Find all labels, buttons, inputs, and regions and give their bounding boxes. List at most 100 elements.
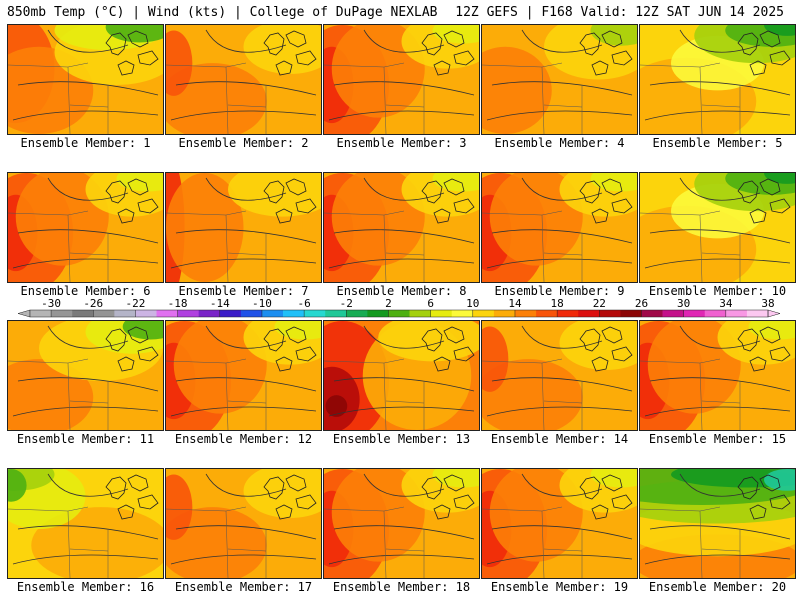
temperature-region — [482, 326, 509, 392]
temperature-region — [764, 173, 795, 184]
temperature-region — [764, 25, 795, 36]
temperature-colorbar: -30 -26 -22 -18 -14 -10 -6 -2 2 6 10 14 18 22 26 30 34 38… — [17, 297, 781, 318]
temperature-region — [228, 173, 321, 217]
height-contour — [644, 406, 791, 417]
ensemble-member-label: Ensemble Member: 12 — [174, 432, 313, 446]
height-contour — [491, 81, 633, 96]
colorbar-segment — [198, 310, 221, 317]
height-contour — [205, 473, 287, 497]
height-contour — [486, 406, 633, 417]
colorbar-segment — [30, 310, 52, 317]
ensemble-member-map — [481, 172, 638, 283]
colorbar-segment — [240, 310, 263, 317]
temperature-region — [8, 469, 27, 502]
height-contour — [491, 377, 633, 392]
colorbar-segment — [93, 310, 115, 317]
height-contour — [17, 229, 159, 244]
state-border — [8, 506, 109, 578]
temperature-region — [15, 173, 109, 266]
state-border — [166, 358, 267, 430]
colorbar-segment — [557, 310, 579, 317]
colorbar-tick-label: -10 — [252, 297, 272, 310]
height-contour — [521, 177, 603, 201]
height-contour — [170, 258, 317, 269]
height-contour — [328, 258, 475, 269]
colorbar-segment — [219, 310, 242, 317]
temperature-region — [331, 25, 425, 118]
great-lakes-outline — [263, 474, 317, 520]
height-contour — [486, 258, 633, 269]
colorbar-segment — [472, 310, 495, 317]
temperature-region — [590, 469, 637, 488]
height-contour — [333, 229, 475, 244]
colorbar-segment — [135, 310, 157, 317]
ensemble-member-map — [323, 172, 480, 283]
height-contour — [486, 110, 633, 121]
temperature-region — [166, 507, 267, 578]
great-lakes-outline — [421, 178, 475, 224]
colorbar-tick-label: 22 — [593, 297, 606, 310]
ensemble-member-map — [165, 468, 322, 579]
ensemble-member-label: Ensemble Member: 7 — [178, 284, 309, 298]
colorbar-segment — [346, 310, 368, 317]
height-contour — [363, 473, 445, 497]
height-contour — [175, 525, 317, 540]
height-contour — [679, 177, 761, 201]
temperature-region — [432, 469, 479, 488]
ensemble-member-label: Ensemble Member: 9 — [494, 284, 625, 298]
colorbar-tick-label: 30 — [677, 297, 690, 310]
ensemble-member-map — [639, 24, 796, 135]
temperature-region — [432, 173, 479, 192]
colorbar-segment — [451, 310, 474, 317]
height-contour — [17, 377, 159, 392]
height-contour — [205, 29, 287, 53]
height-contour — [175, 377, 317, 392]
great-lakes-outline — [737, 326, 791, 372]
colorbar-tick-label: -6 — [297, 297, 310, 310]
height-contour — [170, 554, 317, 565]
height-contour — [333, 81, 475, 96]
colorbar-tick-label: -2 — [340, 297, 353, 310]
height-contour — [649, 525, 791, 540]
height-contour — [47, 177, 129, 201]
height-contour — [170, 406, 317, 417]
state-border — [324, 210, 425, 282]
height-contour — [17, 525, 159, 540]
height-contour — [521, 29, 603, 53]
temperature-region — [166, 30, 193, 96]
colorbar-left-arrow — [17, 309, 31, 318]
state-border — [8, 358, 109, 430]
temperature-region — [647, 321, 741, 414]
great-lakes-outline — [105, 474, 159, 520]
colorbar-right-arrow — [767, 309, 781, 318]
temperature-region — [671, 469, 795, 488]
colorbar-segment — [514, 310, 537, 317]
height-contour — [12, 258, 159, 269]
great-lakes-outline — [579, 30, 633, 76]
state-border — [482, 62, 583, 134]
temperature-region — [590, 173, 637, 192]
ensemble-member-label: Ensemble Member: 4 — [494, 136, 625, 150]
colorbar-segment — [72, 310, 94, 317]
colorbar-segment — [388, 310, 410, 317]
colorbar-segment — [325, 310, 347, 317]
temperature-region — [122, 321, 163, 340]
colorbar-tick-label: 14 — [508, 297, 522, 310]
colorbar-segment — [683, 310, 706, 317]
height-contour — [328, 554, 475, 565]
ensemble-member-label: Ensemble Member: 19 — [490, 580, 629, 594]
colorbar-segment — [746, 310, 769, 317]
ensemble-member-map — [323, 468, 480, 579]
temperature-region — [331, 173, 425, 266]
height-contour — [649, 229, 791, 244]
height-contour — [170, 110, 317, 121]
temperature-region — [166, 173, 244, 282]
great-lakes-outline — [105, 30, 159, 76]
height-contour — [649, 377, 791, 392]
colorbar-segment — [620, 310, 642, 317]
height-contour — [47, 29, 129, 53]
ensemble-member-label: Ensemble Member: 10 — [648, 284, 787, 298]
colorbar-segment — [304, 310, 326, 317]
ensemble-member-map — [481, 320, 638, 431]
temperature-region — [489, 469, 583, 562]
